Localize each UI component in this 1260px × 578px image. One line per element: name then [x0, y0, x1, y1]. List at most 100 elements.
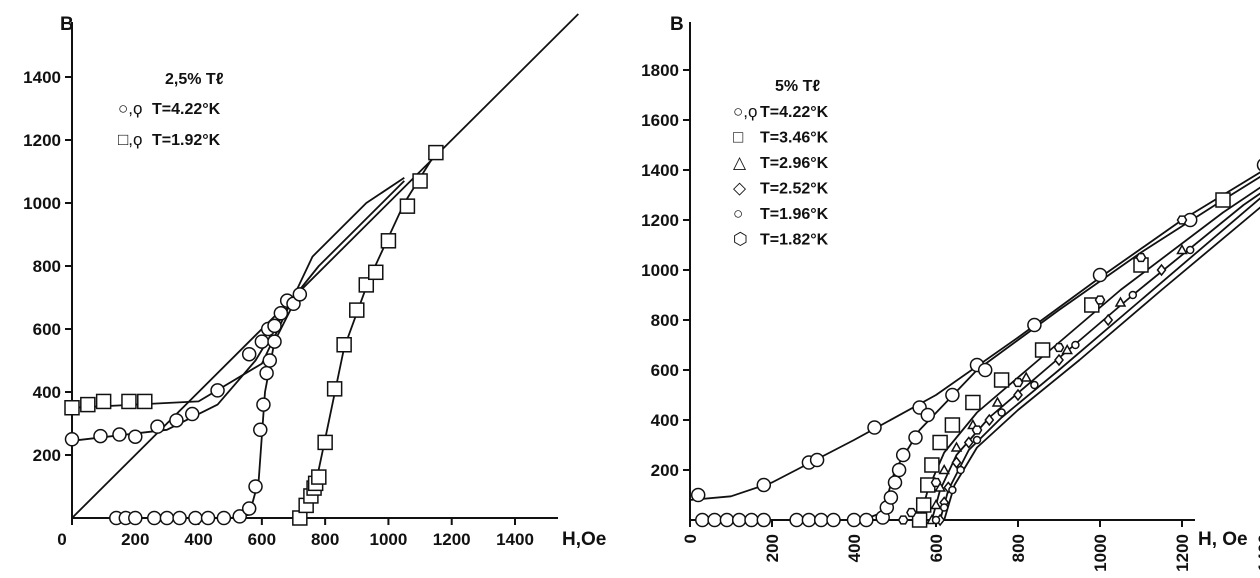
data-point: [883, 490, 899, 505]
data-point: [920, 407, 936, 423]
data-point: [1135, 252, 1147, 263]
data-point: [128, 510, 143, 526]
data-point: [789, 512, 804, 528]
data-point: [80, 396, 96, 413]
data-point: [380, 233, 397, 249]
fit-curve: [71, 180, 405, 442]
data-point: [1020, 371, 1032, 382]
legend-entry: T=4.22°K: [760, 104, 829, 121]
data-point: [895, 447, 911, 463]
legend-symbol: □: [733, 128, 743, 147]
data-point: [159, 510, 175, 526]
y-tick-label: 800: [33, 257, 61, 276]
data-point: [1071, 340, 1080, 350]
data-point: [128, 429, 143, 444]
data-point: [932, 434, 948, 451]
legend-entry: T=2.96°K: [760, 155, 829, 172]
legend-symbol: ◇: [733, 179, 747, 198]
data-point: [938, 463, 950, 475]
data-point: [1092, 267, 1108, 283]
fit-curve: [71, 13, 579, 519]
data-point: [997, 408, 1006, 417]
data-point: [984, 413, 995, 427]
data-point: [1256, 158, 1260, 172]
data-point: [112, 427, 127, 442]
data-point: [358, 277, 375, 293]
data-point: [216, 510, 232, 526]
data-point: [172, 510, 187, 526]
x-tick-label: 600: [927, 534, 946, 562]
y-tick-label: 1200: [641, 211, 679, 230]
data-point: [150, 419, 165, 434]
data-point: [1094, 295, 1106, 305]
data-point: [311, 469, 327, 485]
legend-symbol: ⬡: [733, 230, 748, 249]
data-point: [326, 381, 343, 397]
fit-curve: [71, 177, 405, 409]
data-point: [809, 452, 825, 468]
data-point: [368, 264, 384, 281]
chart-right: 0 200 400 600 800 1000 1200 1400 1600 1800 200 400 6…: [641, 14, 1260, 572]
y-tick-label: 200: [651, 461, 679, 480]
legend-symbol: □,ϙ: [118, 130, 142, 149]
data-point: [690, 487, 706, 503]
data-point: [184, 406, 200, 422]
data-point: [951, 456, 962, 469]
y-tick-label: 200: [33, 446, 61, 465]
data-point: [931, 515, 941, 525]
x-axis-label: H, Oe: [1198, 529, 1248, 550]
data-point: [232, 509, 247, 524]
data-point: [1128, 290, 1138, 300]
x-tick-label: 800: [1009, 534, 1028, 562]
data-point: [1013, 388, 1023, 402]
data-point: [241, 346, 257, 362]
data-point: [1030, 380, 1039, 390]
x-tick-label: 600: [248, 530, 276, 549]
data-point: [956, 465, 965, 475]
data-point: [965, 394, 981, 411]
data-point: [1012, 377, 1024, 388]
data-point: [906, 507, 917, 518]
data-point: [1103, 313, 1114, 327]
data-point: [95, 393, 112, 410]
data-point: [121, 393, 137, 410]
legend-symbol: ○,ϙ: [733, 102, 757, 121]
data-point: [169, 413, 184, 428]
data-point: [262, 353, 278, 368]
data-point: [991, 396, 1004, 407]
legend-entry: T=1.96°K: [760, 206, 829, 223]
x-tick-label: 1200: [433, 530, 471, 549]
data-point: [200, 510, 216, 526]
y-tick-label: 600: [33, 320, 61, 339]
data-point: [695, 512, 710, 528]
data-point: [1027, 317, 1042, 333]
y-axis-label: B: [670, 14, 684, 35]
data-point: [253, 422, 268, 438]
data-point: [972, 435, 982, 445]
legend-symbol: ○: [733, 204, 743, 223]
data-point: [1061, 343, 1073, 355]
data-point: [971, 425, 983, 435]
data-point: [948, 485, 957, 495]
y-tick-label: 1000: [23, 194, 61, 213]
data-point: [859, 512, 874, 528]
x-tick-label: 800: [311, 530, 339, 549]
data-point: [317, 434, 333, 451]
data-point: [756, 512, 772, 528]
data-point: [719, 512, 735, 528]
x-axis-label: H,Oe: [562, 529, 606, 550]
data-point: [826, 512, 841, 528]
chart-left: 0 200 400 600 800 1000 1200 1400 200 400 600 800 100…: [23, 13, 606, 550]
x-tick-label: 1400: [1255, 534, 1260, 572]
data-point: [256, 397, 271, 412]
data-point: [707, 512, 722, 528]
data-point: [924, 457, 940, 473]
data-point: [1053, 342, 1065, 353]
data-point: [210, 383, 225, 398]
x-tick-label: 0: [57, 530, 66, 549]
x-tick-label: 400: [184, 530, 212, 549]
data-point: [930, 477, 942, 488]
data-point: [756, 477, 772, 493]
y-axis-label: B: [60, 14, 74, 35]
data-point: [1054, 353, 1064, 367]
